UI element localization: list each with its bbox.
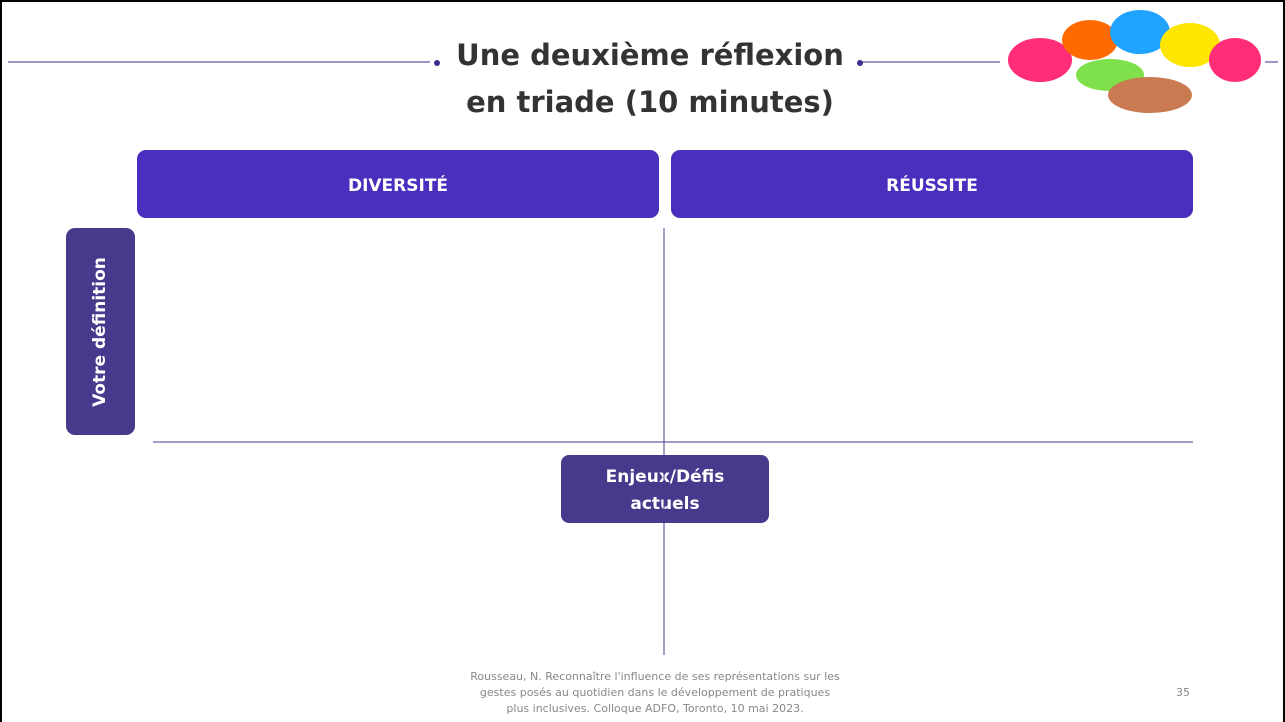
title: en triade (10 minutes) xyxy=(466,85,834,119)
bullet xyxy=(434,60,440,66)
footer: Rousseau, N. Reconnaître l'influence de … xyxy=(470,670,840,683)
row-header xyxy=(66,228,135,435)
column-label: RÉUSSITE xyxy=(886,174,978,196)
title-bg xyxy=(430,35,860,125)
title: Une deuxième réflexion xyxy=(456,38,844,72)
column-label: DIVERSITÉ xyxy=(348,174,448,196)
footer: gestes posés au quotidien dans le dévelo… xyxy=(480,686,830,699)
column-header xyxy=(137,150,659,218)
row-label: Votre définition xyxy=(90,257,110,407)
center-box xyxy=(561,455,769,523)
page-number: 35 xyxy=(1176,686,1190,699)
center-label: actuels xyxy=(630,494,699,514)
column-header xyxy=(671,150,1193,218)
bullet xyxy=(857,60,863,66)
footer: plus inclusives. Colloque ADFO, Toronto,… xyxy=(506,702,803,715)
speech-bubbles-image xyxy=(1000,8,1265,120)
center-label: Enjeux/Défis xyxy=(606,467,725,487)
